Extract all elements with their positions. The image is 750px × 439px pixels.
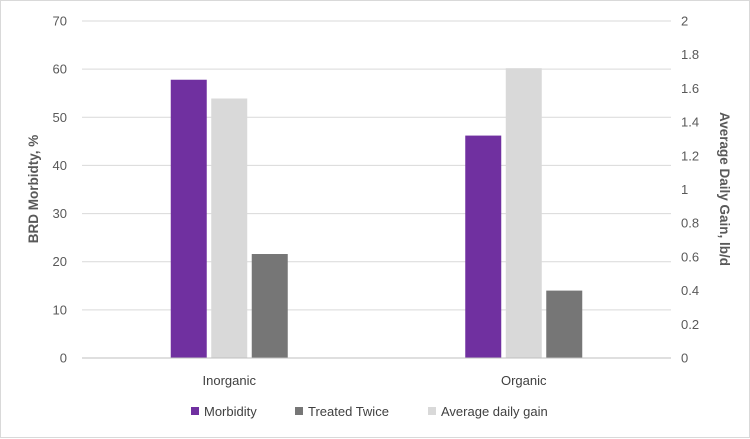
- y2-tick-label: 1.8: [681, 47, 699, 62]
- legend-swatch: [295, 407, 303, 415]
- y2-tick-label: 1.4: [681, 115, 699, 130]
- y2-tick-label: 2: [681, 14, 688, 29]
- y2-tick-label: 1.2: [681, 148, 699, 163]
- bar-treated-twice-inorganic: [251, 254, 288, 358]
- y-tick-label: 20: [53, 254, 67, 269]
- y2-tick-label: 0.4: [681, 283, 699, 298]
- legend: Morbidity Treated Twice Average daily gain: [191, 404, 548, 419]
- y-axis-title: BRD Morbidty, %: [26, 135, 41, 244]
- y2-tick-label: 0.8: [681, 216, 699, 231]
- y-axis-ticks: 0 10 20 30 40 50 60 70: [53, 14, 67, 366]
- bar-treated-twice-organic: [546, 290, 583, 358]
- legend-swatch: [428, 407, 436, 415]
- y2-axis-title: Average Daily Gain, lb/d: [717, 112, 732, 266]
- y-tick-label: 10: [53, 302, 67, 317]
- y-tick-label: 70: [53, 14, 67, 29]
- category-label: Organic: [501, 373, 547, 388]
- category-label: Inorganic: [203, 373, 257, 388]
- y-tick-label: 60: [53, 62, 67, 77]
- legend-label: Morbidity: [204, 404, 257, 419]
- y2-tick-label: 1.6: [681, 81, 699, 96]
- y2-tick-label: 0.6: [681, 249, 699, 264]
- bar-average-daily-gain-inorganic: [211, 98, 248, 358]
- gridlines: [82, 20, 671, 311]
- y2-tick-label: 0.2: [681, 317, 699, 332]
- y-tick-label: 30: [53, 206, 67, 221]
- legend-swatch: [191, 407, 199, 415]
- y-tick-label: 0: [60, 351, 67, 366]
- bar-morbidity-inorganic: [170, 79, 207, 358]
- y-tick-label: 50: [53, 110, 67, 125]
- y-tick-label: 40: [53, 158, 67, 173]
- y2-axis-ticks: 0 0.2 0.4 0.6 0.8 1 1.2 1.4 1.6 1.8 2: [681, 14, 699, 366]
- bar-morbidity-organic: [465, 135, 502, 358]
- bar-average-daily-gain-organic: [505, 68, 542, 359]
- category-labels: Inorganic Organic: [203, 373, 547, 388]
- bars: [170, 68, 583, 359]
- y2-tick-label: 0: [681, 351, 688, 366]
- legend-label: Treated Twice: [308, 404, 389, 419]
- legend-label: Average daily gain: [441, 404, 548, 419]
- y2-tick-label: 1: [681, 182, 688, 197]
